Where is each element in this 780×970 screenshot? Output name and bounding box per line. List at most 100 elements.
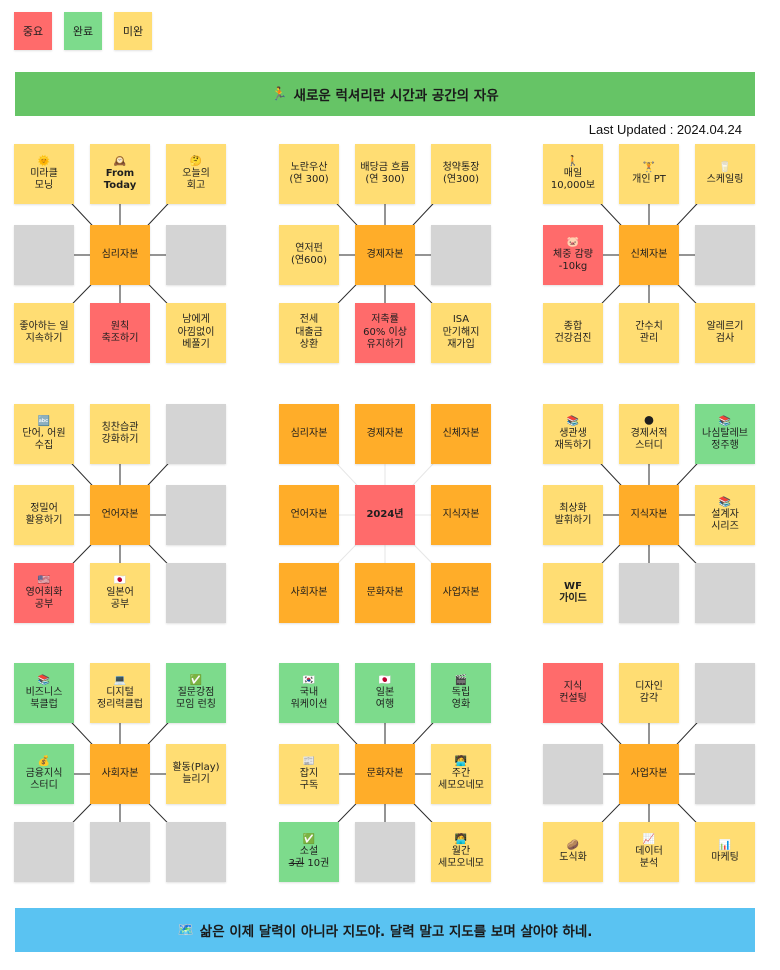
sticky-note-text: 지식자본 — [442, 508, 480, 520]
sticky-note: 신체자본 — [431, 404, 491, 464]
sticky-note-text: 최상화 발휘하기 — [554, 502, 592, 527]
sticky-note: 🧑‍💻 월간 세모오네모 — [431, 822, 491, 882]
sticky-note: 문화자본 — [355, 563, 415, 623]
sticky-note-text: 생관생 재독하기 — [554, 427, 592, 452]
note-icon: 🥔 — [566, 839, 580, 851]
strikethrough-text: 3권 — [288, 858, 305, 869]
sticky-note-text: 월간 세모오네모 — [438, 845, 484, 870]
sticky-note: 남에게 아낌없이 베풀기 — [166, 303, 226, 363]
sticky-note: 🤔 오늘의 회고 — [166, 144, 226, 204]
sticky-note: 좋아하는 일 지속하기 — [14, 303, 74, 363]
sticky-note-text: 전세 대출금 상환 — [295, 314, 323, 351]
empty-sticky-note — [14, 822, 74, 882]
center-note-text: 2024년 — [366, 508, 404, 520]
note-icon: ✅ — [302, 833, 316, 845]
sticky-note-text: 국내 워케이션 — [290, 686, 328, 711]
sticky-note: 저축률 60% 이상 유지하기 — [355, 303, 415, 363]
note-icon: 🚶 — [566, 155, 580, 167]
empty-sticky-note — [90, 822, 150, 882]
sticky-note: WF 가이드 — [543, 563, 603, 623]
note-icon: 🌑 — [643, 415, 655, 427]
sticky-note: 알레르기 검사 — [695, 303, 755, 363]
mandalart-grid: 🔤 단어, 어원 수집 칭찬습관 강화하기 정밀어 활용하기 🇺🇸 영어회화 공부 🇯🇵 일본… — [14, 404, 244, 624]
sticky-note: 전세 대출금 상환 — [279, 303, 339, 363]
sticky-note: 🇯🇵 일본어 공부 — [90, 563, 150, 623]
note-icon: 🤔 — [189, 155, 203, 167]
mandalart-grid: 지식 컨설팅 디자인 감각 🥔 도식화 📈 데이터 분석 📊 마케팅 사업자본 — [543, 663, 773, 883]
theme-center-note: 언어자본 — [90, 485, 150, 545]
sticky-note: 정밀어 활용하기 — [14, 485, 74, 545]
sticky-note: 🇯🇵 일본 여행 — [355, 663, 415, 723]
map-icon: 🗺️ — [177, 922, 194, 938]
sticky-note-text: 잡지 구독 — [299, 767, 319, 792]
sticky-note: 종합 건강검진 — [543, 303, 603, 363]
sticky-note-text: 주간 세모오네모 — [438, 767, 484, 792]
empty-sticky-note — [543, 744, 603, 804]
sticky-note: 📊 마케팅 — [695, 822, 755, 882]
sticky-note: 🧑‍💻 주간 세모오네모 — [431, 744, 491, 804]
sticky-note-text: 데이터 분석 — [635, 845, 663, 870]
sticky-note: 사회자본 — [279, 563, 339, 623]
empty-sticky-note — [14, 225, 74, 285]
sticky-note-text: 스케일링 — [706, 173, 744, 185]
sticky-note-text: 신체자본 — [442, 427, 480, 439]
sticky-note-text: 소설 3권 10권 — [288, 845, 330, 870]
sticky-note: 💰 금융지식 스터디 — [14, 744, 74, 804]
sticky-note-text: 좋아하는 일 지속하기 — [19, 320, 69, 345]
empty-sticky-note — [355, 822, 415, 882]
sticky-note-text: 독립 영화 — [451, 686, 471, 711]
note-icon: 📈 — [642, 833, 656, 845]
sticky-note-text: 나심탈레브 정주행 — [702, 427, 748, 452]
sticky-note: 지식 컨설팅 — [543, 663, 603, 723]
sticky-note: 🏋️ 개인 PT — [619, 144, 679, 204]
sticky-note-text: 설계자 시리즈 — [711, 508, 739, 533]
center-note-text: 사회자본 — [101, 767, 139, 779]
theme-center-note: 문화자본 — [355, 744, 415, 804]
sticky-note: ✅ 질문강점 모임 런칭 — [166, 663, 226, 723]
sticky-note-text: 남에게 아낌없이 베풀기 — [177, 314, 215, 351]
empty-sticky-note — [695, 225, 755, 285]
sticky-note-text: 간수치 관리 — [635, 320, 663, 345]
note-icon: 📰 — [302, 755, 316, 767]
sticky-note-text: 디지털 정리력클럽 — [97, 686, 143, 711]
sticky-note: 칭찬습관 강화하기 — [90, 404, 150, 464]
sticky-note: 심리자본 — [279, 404, 339, 464]
note-icon: 🇺🇸 — [37, 574, 51, 586]
empty-sticky-note — [166, 404, 226, 464]
sticky-note-text: 활동(Play) 늘리기 — [172, 761, 220, 786]
mandalart-grid: 📚 비즈니스 북클럽 💻 디지털 정리력클럽 ✅ 질문강점 모임 런칭 💰 금융지식 스터디 활… — [14, 663, 244, 883]
sticky-note-text: 경제자본 — [366, 427, 404, 439]
sticky-note: 노란우산 (연 300) — [279, 144, 339, 204]
sticky-note: 최상화 발휘하기 — [543, 485, 603, 545]
empty-sticky-note — [695, 663, 755, 723]
sticky-note: ✅ 소설 3권 10권 — [279, 822, 339, 882]
sticky-note-text: 경제서적 스터디 — [630, 427, 668, 452]
sticky-note: 지식자본 — [431, 485, 491, 545]
sticky-note-text: From Today — [103, 167, 137, 192]
mandalart-grid: 노란우산 (연 300) 배당금 흐름 (연 300) 청약통장 (연300) 연저펀… — [279, 144, 509, 364]
mandalart-grid: 🇰🇷 국내 워케이션 🇯🇵 일본 여행 🎬 독립 영화 📰 잡지 구독 🧑‍💻 주간 세모오네모 ✅… — [279, 663, 509, 883]
note-icon: 🕰️ — [113, 155, 127, 167]
theme-center-note: 경제자본 — [355, 225, 415, 285]
sticky-note-text: 문화자본 — [366, 586, 404, 598]
note-icon: 🔤 — [37, 415, 51, 427]
sticky-note-text: 일본어 공부 — [106, 586, 134, 611]
sticky-note: 🚶 매일 10,000보 — [543, 144, 603, 204]
sticky-note-text: 정밀어 활용하기 — [25, 502, 63, 527]
center-note-text: 언어자본 — [101, 508, 139, 520]
running-icon: 🏃 — [271, 86, 288, 102]
sticky-note-text: 알레르기 검사 — [706, 320, 744, 345]
empty-sticky-note — [695, 563, 755, 623]
sticky-note: 🎬 독립 영화 — [431, 663, 491, 723]
last-updated: Last Updated : 2024.04.24 — [588, 122, 742, 137]
center-note-text: 사업자본 — [630, 767, 668, 779]
sticky-note-text: 도식화 — [559, 851, 587, 863]
center-note-text: 경제자본 — [366, 248, 404, 260]
note-icon: 📚 — [718, 496, 732, 508]
sticky-note: 청약통장 (연300) — [431, 144, 491, 204]
sticky-note-text: 개인 PT — [632, 173, 666, 185]
sticky-note-text: 미라클 모닝 — [30, 167, 58, 192]
sticky-note: 배당금 흐름 (연 300) — [355, 144, 415, 204]
sticky-note-text: 원칙 축조하기 — [101, 320, 139, 345]
note-icon: 📚 — [37, 674, 51, 686]
